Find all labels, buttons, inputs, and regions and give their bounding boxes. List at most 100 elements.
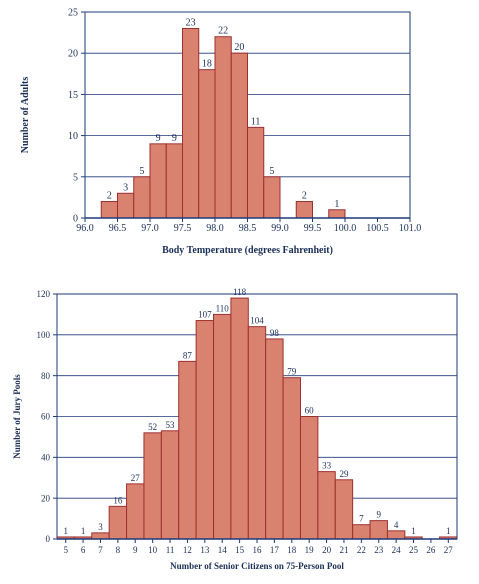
- x-tick-label: 18: [287, 545, 297, 555]
- data-label: 27: [131, 473, 141, 483]
- bar: [295, 201, 313, 219]
- x-tick-label: 97.0: [141, 223, 159, 234]
- bar: [91, 532, 110, 540]
- bar: [117, 192, 135, 219]
- bar: [299, 416, 319, 540]
- data-label: 104: [250, 316, 264, 326]
- y-tick-label: 60: [41, 412, 51, 422]
- data-label: 2: [107, 191, 112, 202]
- bar: [317, 471, 336, 540]
- data-label: 1: [446, 526, 451, 536]
- y-axis-label: Number of Jury Pools: [12, 374, 22, 459]
- data-label: 1: [334, 199, 339, 210]
- bar: [182, 27, 200, 219]
- data-label: 3: [98, 522, 103, 532]
- y-tick-label: 0: [46, 534, 51, 544]
- data-label: 2: [302, 191, 307, 202]
- data-label: 23: [186, 17, 196, 28]
- y-tick-label: 5: [73, 172, 78, 183]
- x-tick-label: 12: [183, 545, 192, 555]
- bar: [160, 430, 180, 540]
- x-tick-label: 100.5: [366, 223, 389, 234]
- x-tick-label: 96.5: [109, 223, 127, 234]
- x-tick-label: 24: [392, 545, 402, 555]
- bar: [100, 201, 118, 219]
- data-label: 16: [113, 495, 123, 505]
- bar: [247, 326, 267, 540]
- data-label: 22: [218, 26, 228, 37]
- data-label: 29: [339, 469, 349, 479]
- x-tick-label: 6: [81, 545, 86, 555]
- y-axis-label: Number of Adults: [20, 77, 31, 154]
- bar: [265, 338, 284, 540]
- data-label: 9: [172, 133, 177, 144]
- y-tick-label: 15: [68, 90, 78, 101]
- data-label: 11: [251, 116, 261, 127]
- x-axis-label: Number of Senior Citizens on 75-Person P…: [170, 561, 344, 571]
- bar: [214, 36, 232, 219]
- y-tick-label: 40: [41, 452, 51, 462]
- x-tick-label: 13: [200, 545, 210, 555]
- x-tick-label: 15: [235, 545, 245, 555]
- data-label: 1: [81, 526, 86, 536]
- x-tick-label: 96.0: [76, 223, 94, 234]
- x-tick-label: 100.0: [334, 223, 357, 234]
- x-tick-label: 27: [444, 545, 454, 555]
- data-label: 87: [183, 350, 193, 360]
- data-label: 5: [139, 166, 144, 177]
- bar: [178, 360, 197, 540]
- x-tick-label: 7: [98, 545, 103, 555]
- data-label: 107: [198, 310, 212, 320]
- data-label: 118: [233, 287, 247, 297]
- data-label: 33: [322, 461, 332, 471]
- bar: [230, 297, 249, 540]
- x-tick-label: 99.5: [304, 223, 322, 234]
- x-tick-label: 98.5: [239, 223, 257, 234]
- bar: [328, 209, 346, 219]
- x-tick-label: 26: [426, 545, 436, 555]
- x-tick-label: 21: [339, 545, 348, 555]
- x-tick-label: 19: [305, 545, 315, 555]
- data-label: 53: [166, 420, 176, 430]
- bar: [126, 483, 145, 540]
- data-label: 5: [269, 166, 274, 177]
- data-label: 4: [394, 520, 399, 530]
- x-tick-label: 98.0: [206, 223, 224, 234]
- y-tick-label: 120: [37, 289, 51, 299]
- y-tick-label: 100: [37, 330, 51, 340]
- bar: [143, 432, 162, 540]
- x-tick-label: 99.0: [271, 223, 289, 234]
- bar: [386, 530, 406, 540]
- bar: [213, 313, 232, 540]
- x-tick-label: 25: [409, 545, 419, 555]
- data-label: 60: [305, 406, 315, 416]
- x-tick-label: 23: [374, 545, 384, 555]
- data-label: 79: [287, 367, 297, 377]
- x-tick-label: 17: [270, 545, 280, 555]
- bar: [149, 143, 167, 219]
- bar: [195, 320, 215, 540]
- y-tick-label: 25: [68, 8, 78, 19]
- bar: [165, 143, 183, 219]
- x-tick-label: 14: [218, 545, 228, 555]
- y-tick-label: 0: [73, 214, 78, 225]
- data-label: 9: [156, 133, 161, 144]
- bar: [247, 126, 265, 219]
- y-tick-label: 80: [41, 371, 51, 381]
- data-label: 7: [359, 514, 364, 524]
- x-tick-label: 8: [116, 545, 121, 555]
- x-tick-label: 10: [148, 545, 158, 555]
- x-tick-label: 9: [133, 545, 138, 555]
- y-tick-label: 20: [41, 493, 51, 503]
- data-label: 18: [202, 59, 212, 70]
- x-axis-label: Body Temperature (degrees Fahrenheit): [162, 245, 333, 256]
- data-label: 20: [234, 42, 244, 53]
- data-label: 3: [123, 182, 128, 193]
- x-tick-label: 20: [322, 545, 332, 555]
- x-tick-label: 22: [357, 545, 366, 555]
- bar: [352, 524, 371, 540]
- x-tick-label: 97.5: [174, 223, 192, 234]
